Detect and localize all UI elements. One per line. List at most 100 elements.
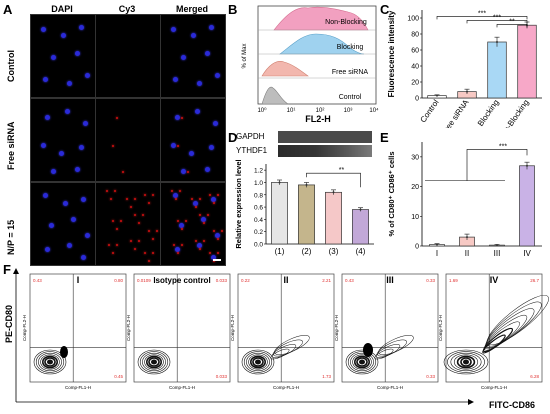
nucleus <box>181 169 186 174</box>
density-tail <box>375 344 401 358</box>
nucleus <box>175 115 180 120</box>
data-point <box>526 164 528 167</box>
quadrant-value-ul: 1.69 <box>449 278 458 283</box>
cy3-signal <box>126 198 128 200</box>
cy3-signal <box>108 244 110 246</box>
flow-title: I <box>77 275 80 285</box>
micrograph-r1-c1 <box>30 14 96 98</box>
category-label: IV <box>523 249 531 258</box>
nucleus <box>71 217 76 222</box>
y-axis-label: % of CD80⁺ CD86⁺ cells <box>387 151 396 236</box>
cy3-signal <box>120 220 122 222</box>
significance-bracket <box>496 24 528 28</box>
cy3-signal <box>112 252 114 254</box>
nucleus <box>215 73 220 78</box>
significance-label: *** <box>478 10 486 17</box>
density-contour <box>447 351 485 373</box>
hist-tick-4: 10⁴ <box>369 107 379 114</box>
density-core <box>255 359 261 365</box>
cy3-signal <box>144 194 146 196</box>
nucleus <box>45 115 50 120</box>
flow-axis-x: Comp-FL1-H <box>273 385 299 390</box>
significance-label: ** <box>509 18 515 25</box>
flow-axis-x: Comp-FL1-H <box>169 385 195 390</box>
quadrant-value-ur: 26.7 <box>530 278 539 283</box>
panel-f-flow: PE-CD80 FITC-CD86 I 0.43 0.80 0.45 Comp-FL2-… <box>4 268 549 410</box>
nucleus <box>209 25 214 30</box>
data-point <box>305 183 308 186</box>
flow-title: III <box>386 275 394 285</box>
density-contour <box>41 355 58 369</box>
flow-plot-5: IV 1.69 26.7 6.28 Comp-FL2-H Comp-FL1-H <box>438 273 549 390</box>
nucleus <box>79 25 84 30</box>
nucleus <box>197 81 202 86</box>
hist-ylabel: % of Max <box>242 43 248 68</box>
cy3-signal <box>195 206 197 208</box>
nucleus <box>85 233 90 238</box>
y-tick-label: 100 <box>407 16 419 23</box>
panel-label-c: C <box>380 2 390 17</box>
density-contour <box>252 357 264 367</box>
flow-plot-3: II 0.22 2.21 1.73 Comp-FL2-H Comp-FL1-H <box>230 273 335 390</box>
category-label: Blocking <box>476 98 501 128</box>
cy3-signal <box>195 240 197 242</box>
flow-axis-y: Comp-FL2-H <box>22 315 27 341</box>
hist-blocking <box>279 33 365 55</box>
density-contour <box>443 349 489 375</box>
bar-3 <box>487 41 507 99</box>
hist-tick-1: 10¹ <box>287 108 296 114</box>
flow-xlabel: FITC-CD86 <box>489 400 535 410</box>
nucleus <box>189 151 194 156</box>
cy3-signal <box>112 145 114 147</box>
bar-1 <box>271 182 288 245</box>
nucleus <box>171 143 176 148</box>
density-contour <box>139 351 169 373</box>
cy3-signal <box>152 238 154 240</box>
hist-tick-2: 10² <box>316 108 325 114</box>
density-tail <box>487 295 549 345</box>
nucleus <box>75 51 80 56</box>
flow-title: IV <box>490 275 499 285</box>
nucleus <box>61 33 66 38</box>
cy3-signal <box>217 194 219 196</box>
cy3-signal <box>199 214 201 216</box>
density-core <box>151 359 157 365</box>
panel-label-d: D <box>228 130 238 145</box>
density-tail <box>374 348 394 360</box>
density-contour <box>35 351 65 373</box>
nucleus <box>41 143 46 148</box>
significance-bracket <box>466 149 528 181</box>
nucleus <box>67 81 72 86</box>
y-axis-label: Relative expression level <box>234 160 243 249</box>
nucleus <box>181 55 186 60</box>
density-tail <box>270 348 290 360</box>
nucleus <box>215 233 220 238</box>
hist-tick-0: 10⁰ <box>257 107 267 114</box>
hist-control <box>261 86 290 105</box>
quadrant-value-ul: 0.22 <box>241 278 250 283</box>
nucleus <box>201 217 206 222</box>
cy3-signal <box>171 190 173 192</box>
density-contour <box>243 351 273 373</box>
flow-axis-y: Comp-FL2-H <box>438 315 443 341</box>
cy3-signal <box>116 117 118 119</box>
cy3-signal <box>185 220 187 222</box>
quadrant-value-lr: 1.73 <box>322 374 331 379</box>
cy3-signal <box>181 244 183 246</box>
panel-label-a: A <box>3 2 13 17</box>
density-contour <box>460 357 472 367</box>
quadrant-value-ur: 2.21 <box>322 278 331 283</box>
nucleus <box>171 27 176 32</box>
cy3-signal <box>152 194 154 196</box>
cy3-signal <box>199 248 201 250</box>
panel-b-histogram: Non-Blocking Blocking Free siRNA Control… <box>242 5 379 124</box>
nucleus <box>67 243 72 248</box>
category-label: Non-Blocking <box>496 98 531 128</box>
micrograph-r2-c2 <box>95 98 161 182</box>
y-tick-label: 0.8 <box>254 192 263 199</box>
y-axis-label: Fluorescence intensity <box>387 10 396 97</box>
cy3-signal <box>179 190 181 192</box>
cy3-signal <box>148 230 150 232</box>
cy3-signal <box>207 214 209 216</box>
nucleus <box>213 121 218 126</box>
